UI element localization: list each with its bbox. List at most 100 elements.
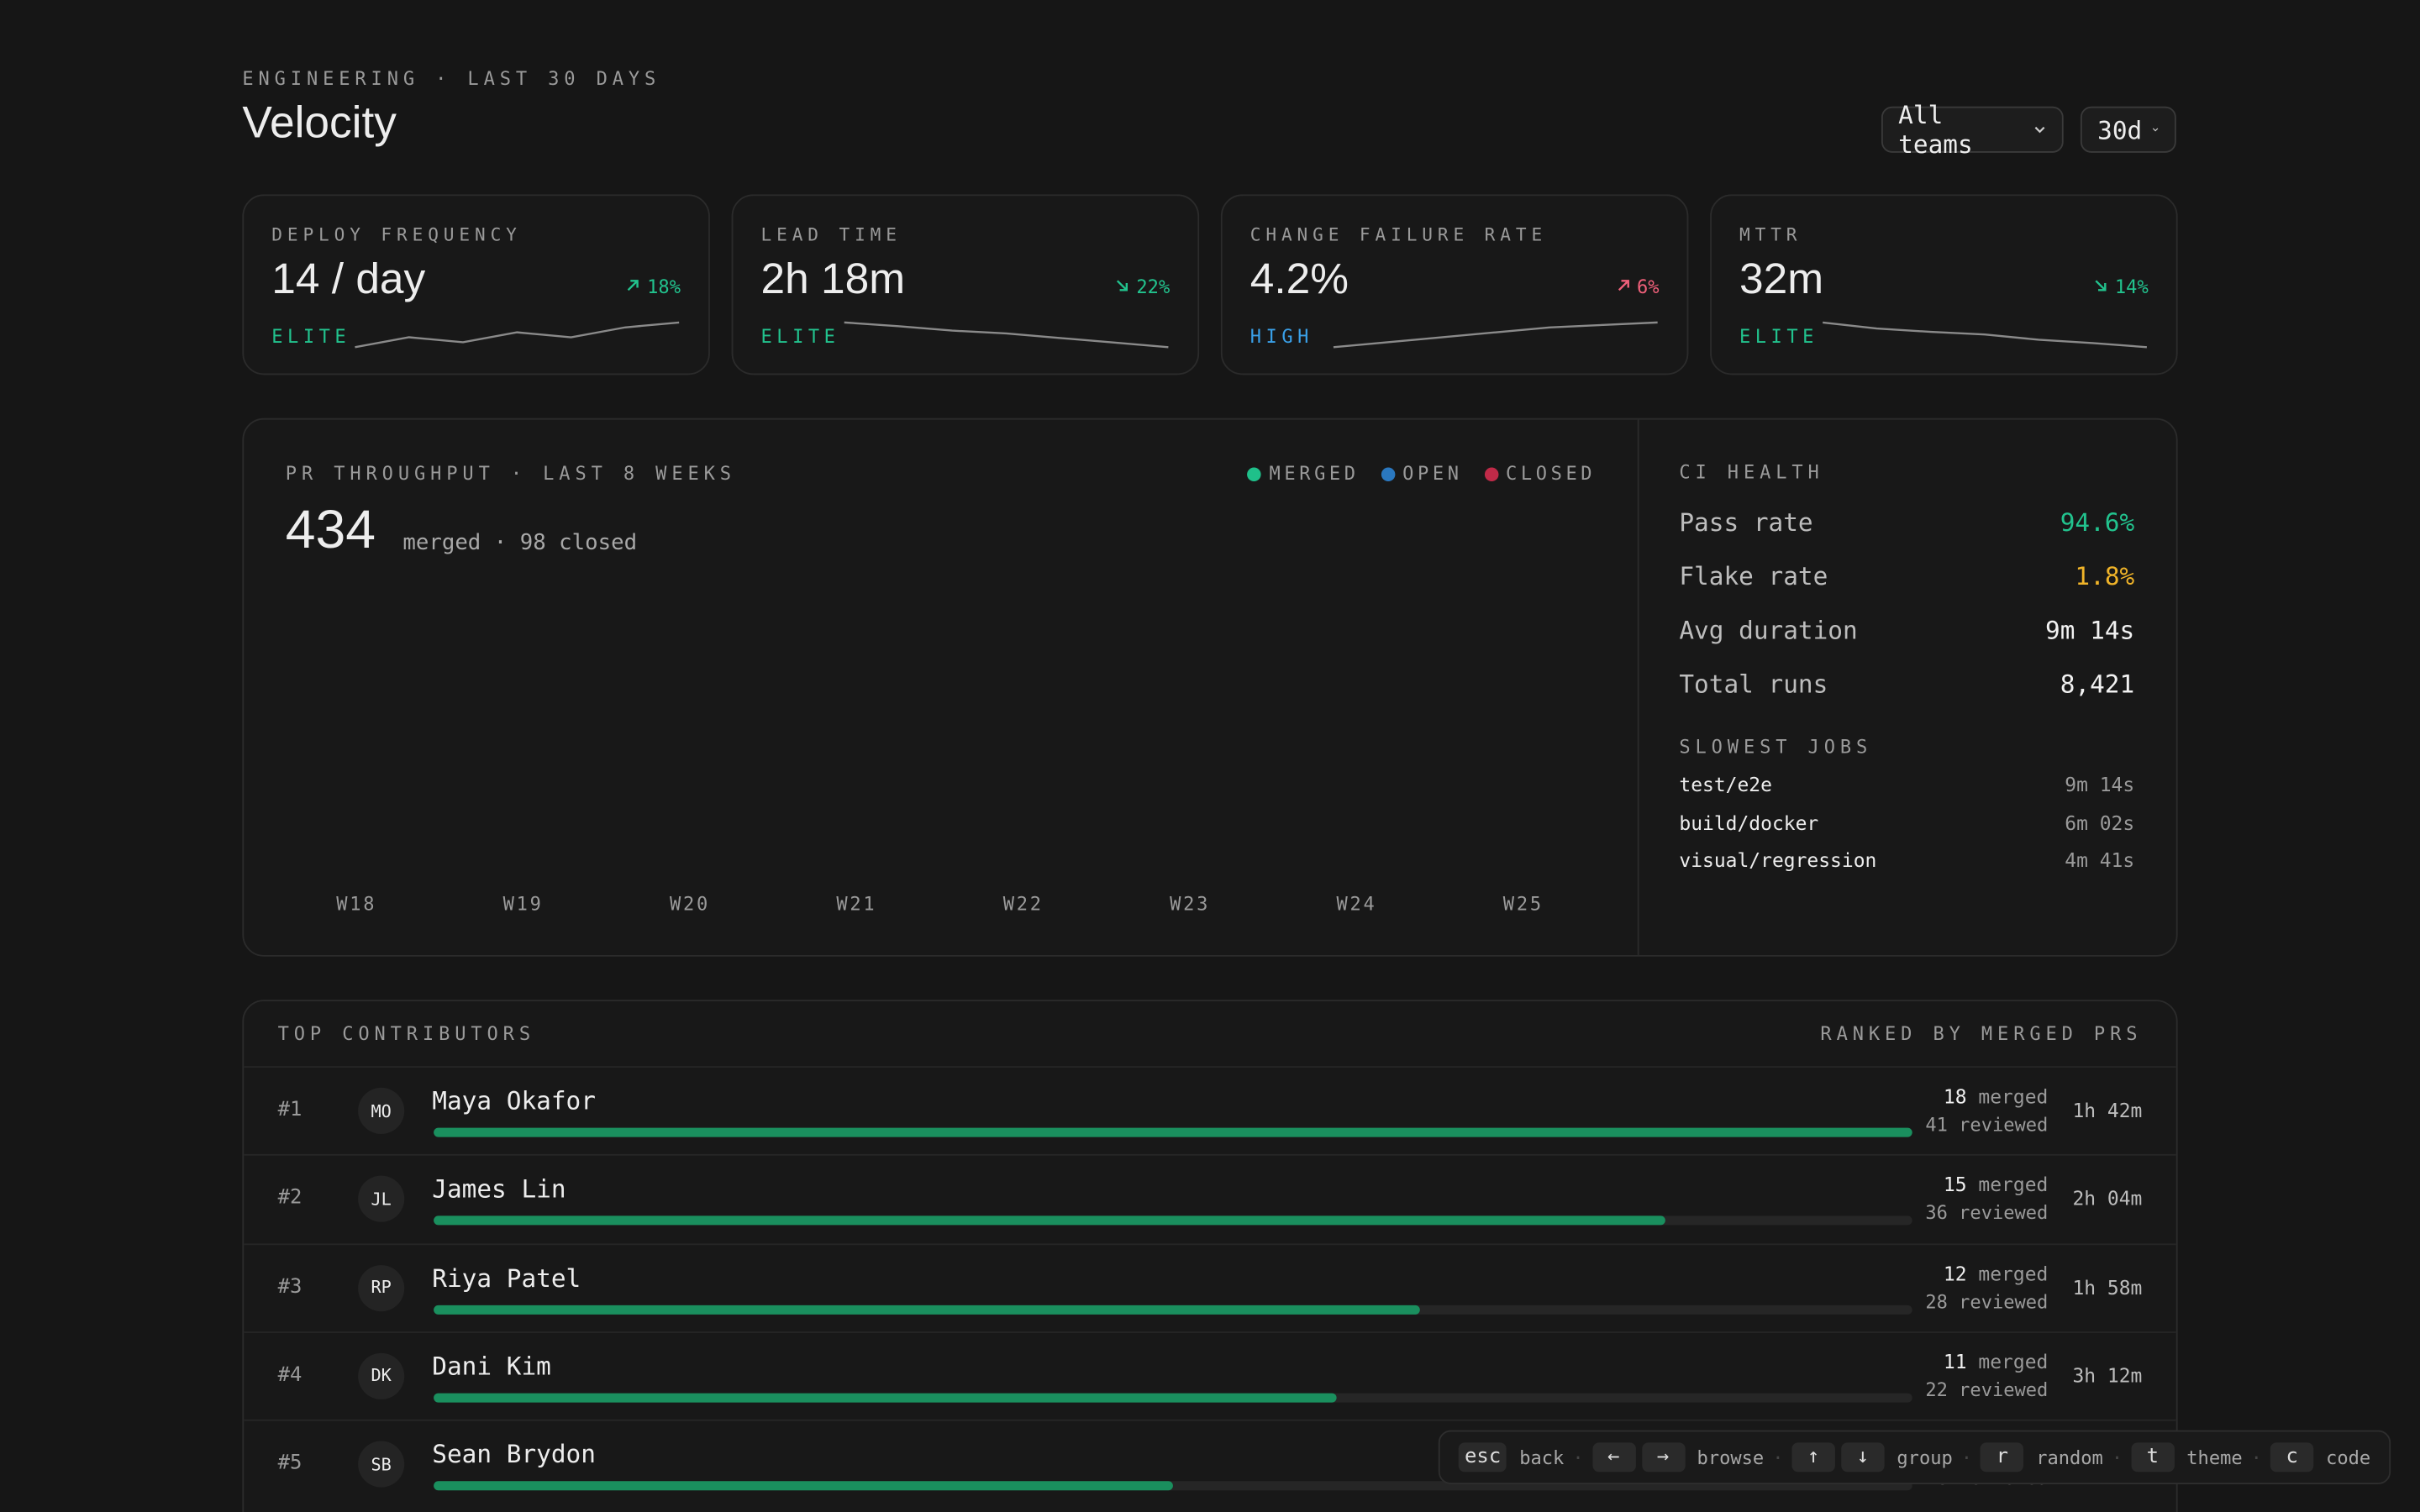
shortcut-label: back: [1519, 1446, 1565, 1468]
job-name: build/docker: [1679, 811, 1819, 834]
shortcut-label: browse: [1697, 1446, 1765, 1468]
separator: ·: [2111, 1446, 2123, 1468]
sparkline-line: [844, 321, 1169, 349]
trend-arrow: [2096, 280, 2107, 291]
shortcut[interactable]: t theme: [2131, 1442, 2243, 1473]
contributor-name: Sean Brydon: [432, 1440, 596, 1469]
shortcut[interactable]: c code: [2270, 1442, 2371, 1473]
metric-change-value: 18%: [647, 276, 681, 298]
separator: ·: [1572, 1446, 1584, 1468]
bar-track: [434, 1215, 1912, 1226]
shortcut[interactable]: ← → browse: [1591, 1442, 1765, 1473]
legend-dot: [1381, 466, 1395, 481]
chevron: [2152, 128, 2159, 132]
contributor-time: 1h 42m: [2072, 1098, 2143, 1122]
avatar: SB: [358, 1441, 405, 1488]
shortcut[interactable]: r random: [1981, 1442, 2103, 1473]
reviewed-count: 28 reviewed: [1925, 1290, 2049, 1313]
legend-dot: [1247, 466, 1262, 481]
job-name: test/e2e: [1679, 773, 1772, 796]
job-time: 9m 14s: [2065, 773, 2135, 796]
ci-value: 8,421: [2060, 669, 2135, 700]
key: →: [1641, 1442, 1685, 1473]
shortcut[interactable]: esc back: [1458, 1442, 1565, 1473]
sparkline: [1823, 321, 2147, 349]
legend-label: MERGED: [1269, 463, 1360, 485]
trend-arrow: [1117, 280, 1128, 291]
metric-change-value: 14%: [2114, 276, 2149, 298]
merged-label: merged: [1978, 1084, 2049, 1108]
merged-label: merged: [1978, 1173, 2049, 1197]
sparkline-line: [1333, 321, 1658, 349]
contributor-time: 1h 58m: [2072, 1275, 2143, 1299]
throughput-panel: PR THROUGHPUT · LAST 8 WEEKS 434 merged · …: [242, 417, 2178, 957]
legend-label: CLOSED: [1505, 463, 1597, 485]
ci-label: Flake rate: [1679, 561, 1828, 591]
x-tick-label: W25: [1502, 893, 1544, 916]
sparkline-line: [1823, 321, 2147, 349]
metric-change: 22%: [1115, 276, 1170, 297]
metric-tier: ELITE: [271, 325, 351, 348]
legend-dot: [1484, 466, 1498, 481]
filter-dropdown[interactable]: All teams: [1881, 100, 2064, 159]
rank: #3: [277, 1275, 302, 1299]
trend-arrow-path: [1117, 280, 1128, 291]
avatar: JL: [358, 1176, 405, 1223]
trend-arrow: [628, 280, 639, 291]
metric-label: CHANGE FAILURE RATE: [1249, 223, 1548, 246]
rank: #1: [277, 1098, 302, 1122]
ci-label: Avg duration: [1679, 615, 1858, 645]
shortcut-label: group: [1897, 1446, 1953, 1468]
metric-tier: ELITE: [1739, 325, 1818, 348]
metric-change-value: 6%: [1636, 276, 1660, 298]
merged-label: merged: [1978, 1349, 2049, 1373]
metric-value: 2h 18m: [760, 255, 906, 303]
contributor-time: 3h 12m: [2072, 1363, 2143, 1388]
x-tick-label: W19: [502, 893, 544, 916]
job-time: 6m 02s: [2065, 811, 2135, 834]
contributor-row: #3 RP Riya Patel 12 merged 28 reviewed 1h 58m: [244, 1242, 2176, 1333]
legend-item: CLOSED: [1484, 463, 1596, 485]
x-tick-label: W20: [669, 893, 711, 916]
throughput-title: PR THROUGHPUT · LAST 8 WEEKS: [285, 463, 736, 485]
throughput-summary: merged · 98 closed: [402, 530, 638, 556]
metric-card: DEPLOY FREQUENCY 14 / day 18% ELITE: [242, 194, 710, 375]
trend-arrow-path: [1618, 280, 1629, 291]
rank: #4: [277, 1363, 302, 1388]
reviewed-count: 41 reviewed: [1925, 1114, 2049, 1136]
shortcut-label: code: [2326, 1446, 2371, 1468]
shortcut-label: theme: [2186, 1446, 2243, 1468]
throughput-total: 434: [285, 500, 376, 560]
filter-dropdown[interactable]: 30d: [2080, 106, 2176, 153]
panel-divider: [1637, 419, 1639, 955]
key: r: [1981, 1442, 2024, 1473]
contributors-subtitle: RANKED BY MERGED PRS: [1820, 1022, 2143, 1045]
ci-value: 1.8%: [2075, 561, 2135, 591]
avatar: RP: [358, 1264, 405, 1311]
trend-arrow-path: [2096, 280, 2107, 291]
bar-fill: [434, 1127, 1912, 1137]
jobs-title: SLOWEST JOBS: [1679, 736, 1873, 758]
ci-label: Pass rate: [1679, 507, 1813, 538]
filter-label: All teams: [1898, 100, 1973, 160]
shortcut[interactable]: ↑ ↓ group: [1791, 1442, 1953, 1473]
job-name: visual/regression: [1679, 848, 1877, 872]
ci-value: 94.6%: [2060, 507, 2135, 538]
legend-label: OPEN: [1402, 463, 1463, 485]
merged-number: 12: [1943, 1261, 1967, 1285]
merged-count: 11 merged: [1944, 1350, 2048, 1373]
legend-item: OPEN: [1381, 463, 1462, 485]
merged-number: 11: [1943, 1349, 1967, 1373]
merged-number: 15: [1943, 1173, 1967, 1197]
ci-title: CI HEALTH: [1679, 461, 1824, 483]
reviewed-count: 22 reviewed: [1925, 1378, 2049, 1401]
x-tick-label: W24: [1336, 893, 1377, 916]
sparkline-line: [355, 321, 680, 349]
key: ↑: [1791, 1442, 1835, 1473]
legend-item: MERGED: [1247, 463, 1360, 485]
key: t: [2131, 1442, 2175, 1473]
shortcut-label: random: [2036, 1446, 2103, 1468]
trend-arrow: [1618, 280, 1629, 291]
x-tick-label: W22: [1002, 893, 1044, 916]
x-tick-label: W21: [836, 893, 877, 916]
